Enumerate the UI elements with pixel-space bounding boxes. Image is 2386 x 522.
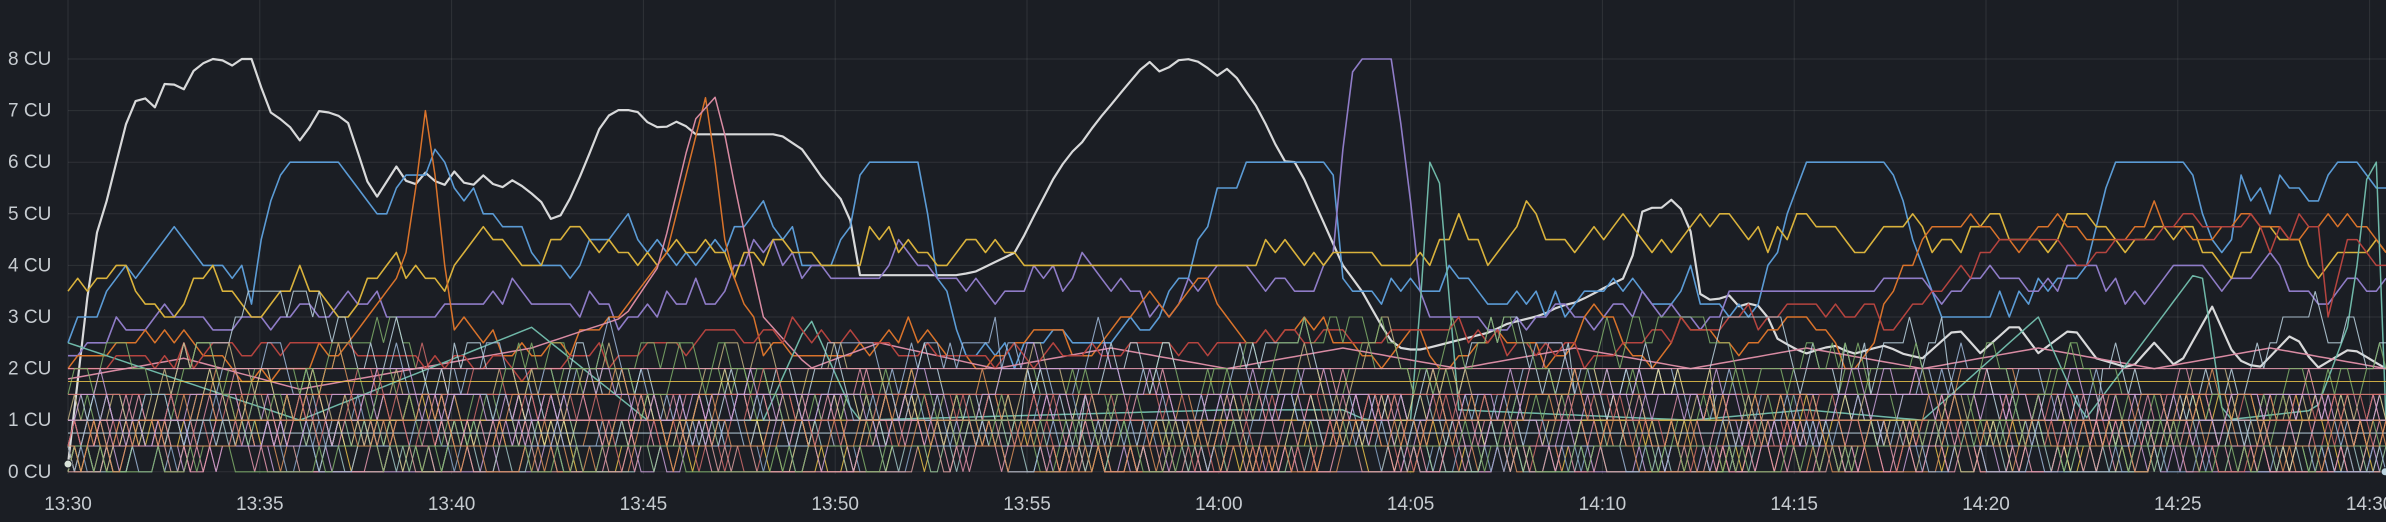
svg-text:14:00: 14:00 — [1195, 494, 1243, 515]
svg-text:13:50: 13:50 — [811, 494, 859, 515]
svg-text:2 CU: 2 CU — [8, 359, 51, 380]
svg-text:14:20: 14:20 — [1962, 494, 2010, 515]
svg-text:6 CU: 6 CU — [8, 152, 51, 173]
svg-text:3 CU: 3 CU — [8, 307, 51, 328]
svg-text:7 CU: 7 CU — [8, 101, 51, 122]
svg-text:13:30: 13:30 — [44, 494, 92, 515]
svg-text:13:45: 13:45 — [620, 494, 668, 515]
svg-text:14:15: 14:15 — [1770, 494, 1818, 515]
svg-text:0 CU: 0 CU — [8, 462, 51, 483]
svg-text:13:35: 13:35 — [236, 494, 284, 515]
svg-text:5 CU: 5 CU — [8, 204, 51, 225]
svg-text:13:55: 13:55 — [1003, 494, 1051, 515]
svg-text:14:30: 14:30 — [2346, 494, 2386, 515]
svg-text:14:25: 14:25 — [2154, 494, 2202, 515]
svg-text:1 CU: 1 CU — [8, 410, 51, 431]
svg-text:14:05: 14:05 — [1387, 494, 1435, 515]
svg-text:4 CU: 4 CU — [8, 255, 51, 276]
svg-text:14:10: 14:10 — [1579, 494, 1627, 515]
svg-text:8 CU: 8 CU — [8, 49, 51, 70]
svg-text:13:40: 13:40 — [428, 494, 476, 515]
